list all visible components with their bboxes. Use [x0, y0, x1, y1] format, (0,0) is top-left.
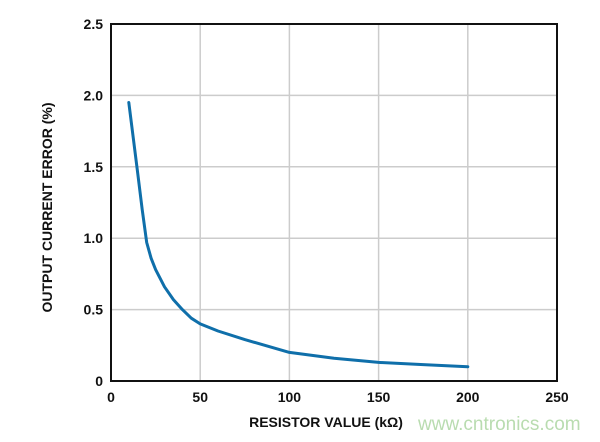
x-tick-label: 150 [367, 389, 391, 405]
y-tick-label: 2.0 [84, 87, 104, 103]
series-line [127, 101, 470, 369]
y-tick-label: 0.5 [84, 302, 104, 318]
x-tick-label: 0 [107, 389, 115, 405]
x-tick-label: 50 [192, 389, 208, 405]
y-tick-label: 1.0 [84, 230, 104, 246]
y-tick-label: 0 [95, 373, 103, 389]
y-axis-label: OUTPUT CURRENT ERROR (%) [39, 103, 55, 313]
y-tick-label: 1.5 [84, 159, 104, 175]
x-axis-label: RESISTOR VALUE (kΩ) [249, 414, 403, 430]
x-tick-label: 250 [545, 389, 569, 405]
watermark: www.cntronics.com [418, 414, 581, 435]
x-tick-label: 200 [456, 389, 480, 405]
plot-frame [110, 23, 558, 382]
y-tick-label: 2.5 [84, 16, 104, 32]
x-tick-label: 100 [278, 389, 302, 405]
